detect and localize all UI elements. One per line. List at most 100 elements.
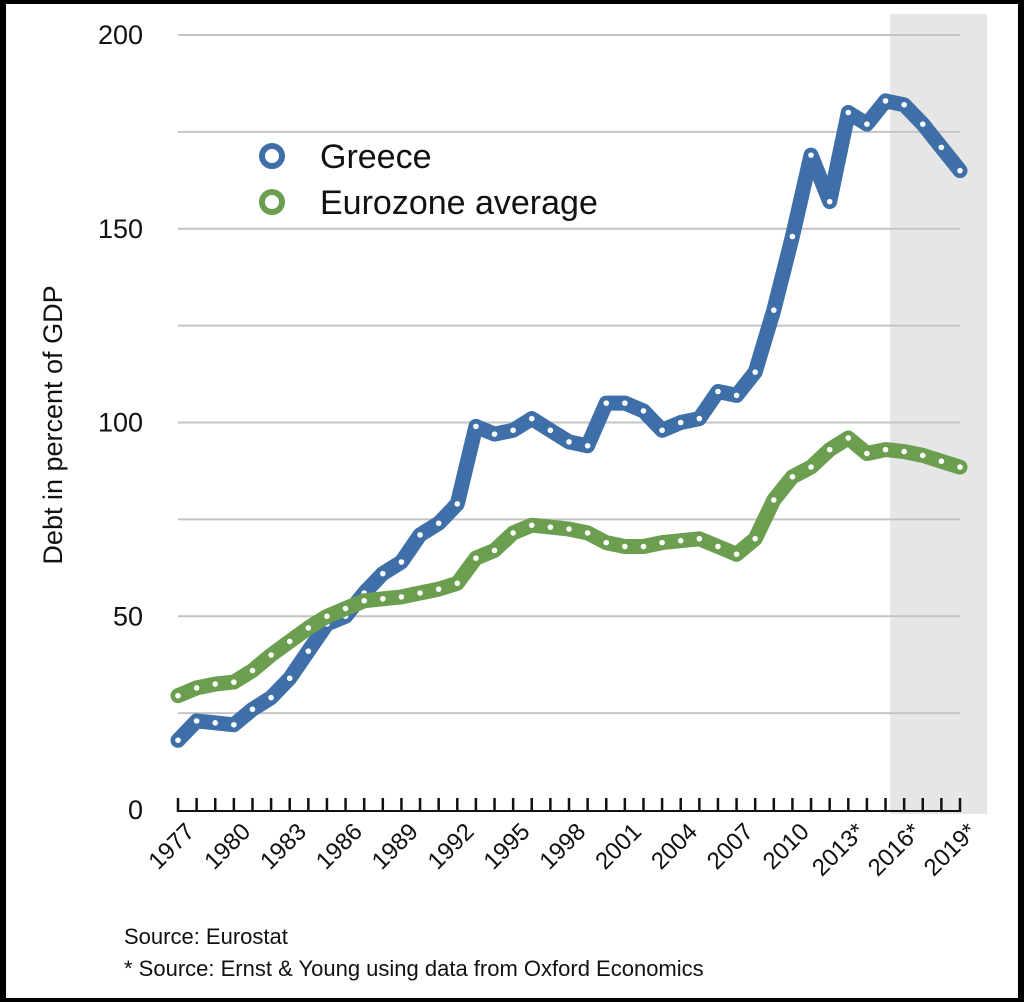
source-note: Source: Eurostat: [124, 924, 288, 949]
greece-legend-marker: [259, 143, 285, 169]
greece-point: [603, 400, 610, 406]
eurozone-average-point: [696, 535, 703, 542]
x-tick-label: 2016*: [863, 818, 926, 881]
greece-point: [380, 570, 386, 577]
greece-point: [882, 98, 889, 104]
greece-point: [919, 121, 926, 127]
greece-point: [286, 675, 293, 682]
greece-point: [454, 501, 461, 507]
x-tick-label: 1986: [311, 818, 368, 875]
y-tick-label: 0: [128, 795, 143, 825]
x-tick-label: 2007: [702, 818, 759, 875]
greece-point: [491, 431, 498, 437]
x-tick-label: 1977: [143, 818, 200, 875]
eurozone-average-point: [752, 535, 758, 542]
eurozone-average-point: [584, 530, 591, 536]
y-tick-label: 100: [98, 408, 143, 438]
x-tick-label: 1995: [479, 818, 536, 875]
eurozone-average-point: [677, 537, 684, 544]
greece-point: [175, 737, 181, 744]
greece-point: [398, 559, 405, 565]
greece-legend-label: Greece: [320, 138, 432, 176]
eurozone-average-point: [919, 452, 926, 459]
greece-point: [510, 427, 516, 434]
eurozone-average-point: [566, 526, 572, 532]
eurozone-average-point: [733, 551, 740, 558]
x-tick-label: 1989: [367, 818, 424, 875]
greece-point: [547, 427, 554, 434]
eurozone-average-point: [957, 464, 963, 470]
eurozone-average-point: [826, 446, 833, 453]
eurozone-average-point: [361, 597, 367, 604]
eurozone-average-point: [528, 522, 535, 528]
eurozone-average-point: [845, 435, 852, 441]
greece-point: [193, 718, 200, 724]
x-tick-label: 2004: [646, 818, 703, 875]
eurozone-average-point: [938, 458, 945, 465]
eurozone-average-point: [808, 464, 814, 470]
greece-point: [789, 233, 796, 240]
eurozone-average-point: [380, 596, 386, 602]
eurozone-average-point: [864, 450, 870, 457]
x-tick-label: 2010: [758, 818, 815, 875]
eurozone-average-point: [286, 638, 293, 645]
eurozone-average-point: [622, 543, 628, 550]
greece-point: [268, 694, 274, 701]
eurozone-average-point: [212, 681, 219, 687]
y-tick-label: 150: [98, 214, 143, 244]
greece-point: [473, 423, 479, 430]
eurozone-average-point: [342, 605, 349, 612]
greece-point: [212, 720, 219, 726]
eurozone-average-point: [454, 580, 461, 587]
eurozone-average-point: [268, 652, 274, 658]
x-tick-label: 1983: [255, 818, 312, 875]
x-tick-label: 1980: [199, 818, 256, 875]
eurozone-average-point: [305, 625, 312, 631]
eurozone-average-point: [715, 543, 721, 550]
greece-point: [864, 121, 870, 127]
greece-point: [677, 419, 684, 426]
x-tick-label: 2019*: [919, 818, 982, 881]
greece-point: [901, 101, 907, 108]
eurozone-average-point: [510, 530, 516, 536]
eurozone-average-point: [435, 586, 442, 592]
greece-point: [435, 520, 442, 527]
eurozone-average-point: [603, 539, 610, 546]
eurozone-average-point: [398, 594, 405, 600]
greece-point: [715, 388, 721, 395]
greece-point: [957, 167, 963, 174]
eurozone-average-point: [789, 473, 796, 480]
eurozone-average-point: [901, 448, 907, 455]
y-tick-label: 50: [113, 601, 143, 631]
greece-point: [752, 369, 758, 375]
x-tick-label: 2013*: [807, 818, 870, 881]
eurozone-average-legend-marker: [259, 189, 285, 215]
greece-point: [659, 427, 665, 434]
greece-point: [845, 109, 852, 116]
greece-point: [528, 415, 535, 422]
eurozone-average-point: [771, 497, 777, 503]
greece-point: [417, 532, 423, 538]
y-axis-title: Debt in percent of GDP: [38, 285, 68, 564]
chart-panel: 0 50 100 150 200 1977 1980 1983 1986 1989 1992 1995…: [6, 4, 1018, 998]
greece-point: [808, 152, 814, 158]
greece-point: [826, 198, 833, 205]
greece-point: [231, 721, 237, 728]
x-tick-label: 1992: [423, 818, 480, 875]
eurozone-average-point: [659, 539, 665, 546]
eurozone-average-legend-label: Eurozone average: [320, 184, 598, 222]
eurozone-average-point: [473, 555, 479, 561]
y-tick-label: 200: [98, 20, 143, 50]
eurozone-average-point: [491, 547, 498, 554]
x-tick-label: 1998: [534, 818, 591, 875]
x-tick-label: 2001: [590, 818, 647, 875]
projection-source-note: * Source: Ernst & Young using data from …: [124, 956, 704, 981]
greece-point: [771, 307, 777, 313]
greece-point: [566, 439, 572, 445]
eurozone-average-point: [882, 446, 889, 453]
greece-point: [249, 706, 256, 713]
eurozone-average-point: [547, 524, 554, 530]
greece-point: [584, 442, 591, 449]
eurozone-average-point: [175, 692, 181, 699]
